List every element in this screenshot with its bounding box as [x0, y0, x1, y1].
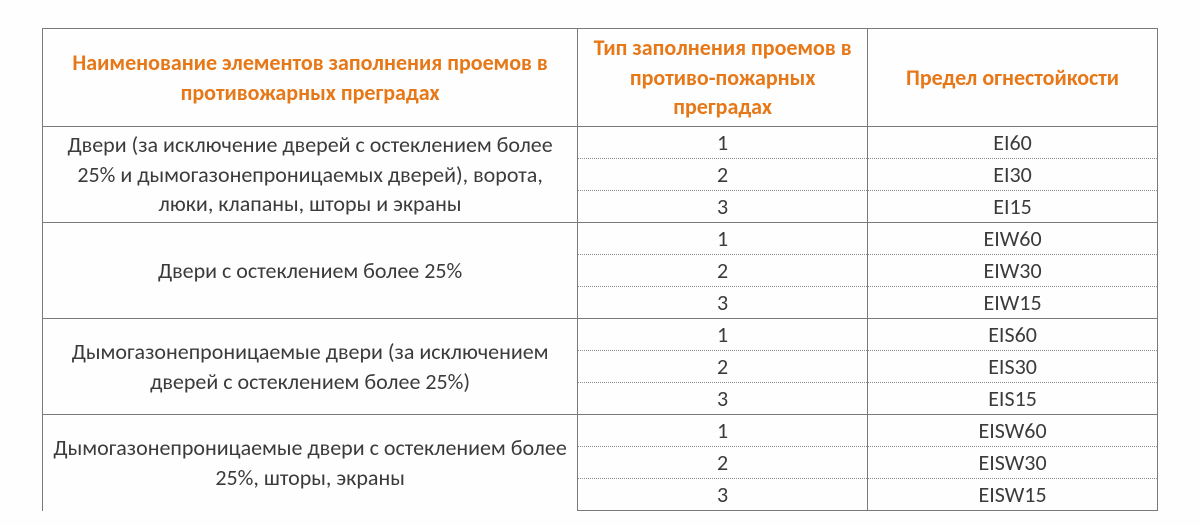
col-header-type: Тип заполнения проемов в противо-пожарны… — [578, 29, 868, 127]
cell-limit: EI60 — [868, 127, 1158, 159]
table-row: Двери с остеклением более 25% 1 EIW60 — [43, 223, 1158, 255]
cell-type: 1 — [578, 223, 868, 255]
cell-type: 2 — [578, 447, 868, 479]
cell-type: 3 — [578, 479, 868, 511]
cell-description: Двери (за исключение дверей с остекление… — [43, 127, 578, 223]
table-row: Дымогазонепроницаемые двери (за исключен… — [43, 319, 1158, 351]
cell-limit: EISW15 — [868, 479, 1158, 511]
cell-type: 2 — [578, 351, 868, 383]
cell-type: 2 — [578, 159, 868, 191]
cell-type: 2 — [578, 255, 868, 287]
col-header-limit: Предел огнестойкости — [868, 29, 1158, 127]
cell-limit: EIS30 — [868, 351, 1158, 383]
fire-resistance-table: Наименование элементов заполнения проемо… — [42, 28, 1158, 511]
cell-limit: EIW30 — [868, 255, 1158, 287]
cell-limit: EIS15 — [868, 383, 1158, 415]
cell-type: 3 — [578, 383, 868, 415]
cell-limit: EISW60 — [868, 415, 1158, 447]
page: Наименование элементов заполнения проемо… — [0, 0, 1200, 525]
cell-limit: EISW30 — [868, 447, 1158, 479]
cell-limit: EI15 — [868, 191, 1158, 223]
col-header-name: Наименование элементов заполнения проемо… — [43, 29, 578, 127]
cell-description: Дымогазонепроницаемые двери с остекление… — [43, 415, 578, 511]
cell-limit: EIW60 — [868, 223, 1158, 255]
cell-type: 1 — [578, 127, 868, 159]
header-row: Наименование элементов заполнения проемо… — [43, 29, 1158, 127]
table-row: Двери (за исключение дверей с остекление… — [43, 127, 1158, 159]
cell-limit: EI30 — [868, 159, 1158, 191]
cell-type: 3 — [578, 287, 868, 319]
cell-limit: EIW15 — [868, 287, 1158, 319]
cell-description: Дымогазонепроницаемые двери (за исключен… — [43, 319, 578, 415]
cell-type: 3 — [578, 191, 868, 223]
cell-description: Двери с остеклением более 25% — [43, 223, 578, 319]
cell-type: 1 — [578, 415, 868, 447]
cell-type: 1 — [578, 319, 868, 351]
table-row: Дымогазонепроницаемые двери с остекление… — [43, 415, 1158, 447]
cell-limit: EIS60 — [868, 319, 1158, 351]
